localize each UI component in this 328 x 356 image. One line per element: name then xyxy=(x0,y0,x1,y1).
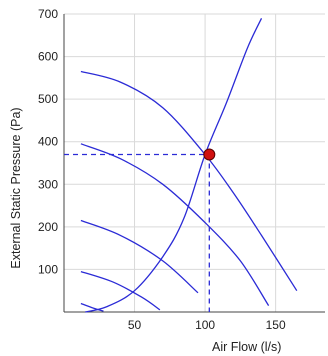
fan-curve-line-4 xyxy=(80,270,161,311)
y-tick-label: 500 xyxy=(38,92,58,106)
y-tick-label: 200 xyxy=(38,220,58,234)
tick-labels: 50 100 150 100 200 300 400 500 600 700 xyxy=(38,7,286,332)
x-tick-label: 150 xyxy=(266,318,286,332)
x-axis-label: Air Flow (l/s) xyxy=(212,340,281,354)
y-tick-label: 700 xyxy=(38,7,58,21)
system-curve-line-6 xyxy=(85,18,263,313)
y-axis-label: External Static Pressure (Pa) xyxy=(9,107,23,268)
axes xyxy=(63,14,325,313)
operating-point-guides xyxy=(64,153,210,312)
y-tick-label: 400 xyxy=(38,135,58,149)
y-tick-label: 100 xyxy=(38,262,58,276)
y-tick-label: 600 xyxy=(38,50,58,64)
series xyxy=(80,18,298,313)
y-tick-label: 300 xyxy=(38,177,58,191)
fan-curve-line-5 xyxy=(80,302,104,312)
grid xyxy=(64,13,325,312)
operating-point-marker xyxy=(203,148,216,161)
operating-point-layer xyxy=(203,148,216,161)
fan-curve-line-2 xyxy=(80,143,270,306)
x-tick-label: 100 xyxy=(195,318,215,332)
fan-curve-line-1 xyxy=(80,70,298,292)
fan-curve-line-3 xyxy=(80,219,199,294)
x-tick-label: 50 xyxy=(128,318,142,332)
